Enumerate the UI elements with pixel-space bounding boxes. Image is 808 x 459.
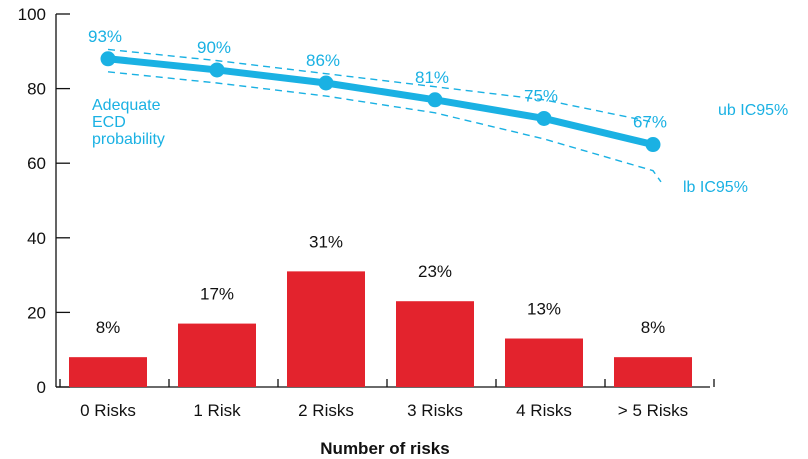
probability-point xyxy=(427,92,443,108)
bar xyxy=(614,357,692,387)
y-tick-label: 100 xyxy=(18,5,46,24)
probability-point xyxy=(100,51,116,67)
bar-value-label: 23% xyxy=(418,262,452,281)
line-series-label: Adequate ECD probability xyxy=(92,97,165,148)
axes: 0 20 40 60 80 100 0 Risks 1 Risk 2 Risks 3 Risks 4… xyxy=(18,5,715,420)
lower-confidence-line xyxy=(107,71,662,183)
bar-value-label: 8% xyxy=(641,318,666,337)
y-tick-label: 80 xyxy=(27,80,46,99)
probability-value-label: 86% xyxy=(306,51,340,70)
x-tick-label: 1 Risk xyxy=(193,401,241,420)
y-tick-label: 20 xyxy=(27,303,46,322)
probability-line xyxy=(100,51,661,153)
line-series-label-line-3: probability xyxy=(92,131,165,148)
y-tick-label: 60 xyxy=(27,154,46,173)
probability-value-label: 81% xyxy=(415,68,449,87)
bar xyxy=(396,301,474,387)
x-tick-label: 4 Risks xyxy=(516,401,572,420)
x-axis-title: Number of risks xyxy=(320,439,449,458)
probability-value-label: 75% xyxy=(524,86,558,105)
bars xyxy=(69,271,692,387)
x-tick-label: > 5 Risks xyxy=(618,401,688,420)
probability-point xyxy=(645,137,661,153)
probability-point xyxy=(209,62,225,78)
x-tick-label: 0 Risks xyxy=(80,401,136,420)
probability-point xyxy=(318,75,334,91)
bar xyxy=(69,357,147,387)
probability-value-label: 67% xyxy=(633,113,667,132)
bar xyxy=(178,323,256,387)
bar-value-label: 8% xyxy=(96,318,121,337)
labels: 8% 17% 31% 23% 13% 8% 93% 90% 86% 81% 75% 67% xyxy=(88,27,667,337)
y-tick-label: 40 xyxy=(27,229,46,248)
bar-value-label: 13% xyxy=(527,300,561,319)
probability-value-label: 93% xyxy=(88,27,122,46)
bar-value-label: 31% xyxy=(309,232,343,251)
upper-confidence-line xyxy=(107,48,654,123)
upper-band-label: ub IC95% xyxy=(718,102,788,119)
x-tick-label: 3 Risks xyxy=(407,401,463,420)
probability-line-path xyxy=(104,55,657,149)
bar-value-label: 17% xyxy=(200,285,234,304)
y-tick-label: 0 xyxy=(37,378,46,397)
probability-point xyxy=(536,110,552,126)
confidence-bands xyxy=(107,48,662,183)
lower-band-label: lb IC95% xyxy=(683,179,748,196)
line-series-label-line-1: Adequate xyxy=(92,97,161,114)
line-series-label-line-2: ECD xyxy=(92,114,126,131)
x-tick-label: 2 Risks xyxy=(298,401,354,420)
bar xyxy=(287,271,365,387)
probability-value-label: 90% xyxy=(197,38,231,57)
bar xyxy=(505,338,583,387)
